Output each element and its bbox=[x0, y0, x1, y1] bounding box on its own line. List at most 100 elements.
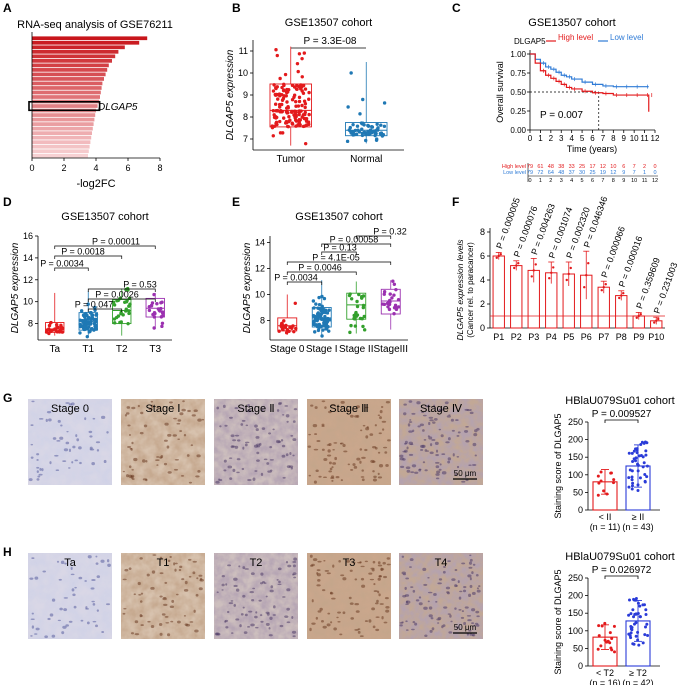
ihc-nucleus bbox=[360, 476, 365, 478]
ihc-nucleus bbox=[172, 434, 178, 437]
data-point bbox=[60, 330, 65, 334]
ihc-nucleus bbox=[170, 620, 174, 623]
data-point bbox=[352, 316, 356, 321]
risk-time: 12 bbox=[652, 178, 658, 184]
comparison-bracket bbox=[54, 255, 123, 259]
ihc-nucleus bbox=[327, 449, 331, 453]
ihc-nucleus bbox=[101, 630, 105, 633]
ihc-nucleus bbox=[460, 616, 465, 619]
ihc-nucleus bbox=[74, 459, 78, 462]
ihc-nucleus bbox=[441, 453, 446, 456]
data-point bbox=[597, 634, 601, 638]
ihc-nucleus bbox=[64, 562, 67, 565]
risk-count-high: 10 bbox=[610, 164, 616, 170]
data-point bbox=[303, 141, 308, 146]
ihc-nucleus bbox=[180, 475, 185, 477]
data-point bbox=[655, 319, 658, 322]
data-point bbox=[282, 116, 286, 120]
ihc-nucleus bbox=[161, 613, 166, 616]
ihc-label: Stage Ⅰ bbox=[145, 403, 180, 415]
ihc-nucleus bbox=[415, 599, 420, 602]
ihc-nucleus bbox=[134, 620, 139, 624]
data-point bbox=[81, 320, 85, 324]
data-point bbox=[87, 325, 91, 329]
ihc-nucleus bbox=[436, 449, 439, 453]
data-point bbox=[50, 328, 55, 332]
ihc-nucleus bbox=[445, 441, 450, 444]
data-point bbox=[160, 321, 165, 326]
data-point bbox=[44, 330, 49, 334]
ihc-nucleus bbox=[372, 478, 377, 482]
ihc-nucleus bbox=[155, 459, 160, 462]
ihc-nucleus bbox=[364, 560, 368, 563]
ihc-nucleus bbox=[233, 577, 238, 581]
ihc-nucleus bbox=[57, 419, 61, 423]
data-point bbox=[382, 302, 387, 307]
y-tick-label: 9 bbox=[243, 90, 248, 100]
data-point bbox=[628, 598, 632, 602]
ihc-nucleus bbox=[447, 560, 451, 562]
ihc-nucleus bbox=[42, 570, 46, 573]
data-point bbox=[583, 286, 586, 289]
y-tick-label: 12 bbox=[255, 264, 265, 274]
ihc-nucleus bbox=[231, 445, 236, 448]
data-point bbox=[596, 647, 600, 651]
x-tick-label: Ta bbox=[49, 344, 60, 355]
ihc-nucleus bbox=[100, 559, 105, 563]
data-point bbox=[302, 99, 307, 103]
ihc-nucleus bbox=[417, 425, 421, 428]
y-tick-label: 100 bbox=[568, 626, 583, 636]
ihc-nucleus bbox=[260, 472, 264, 476]
ihc-nucleus bbox=[316, 584, 321, 587]
data-point bbox=[638, 615, 642, 619]
ihc-nucleus bbox=[424, 469, 428, 472]
ihc-nucleus bbox=[361, 478, 365, 482]
ihc-nucleus bbox=[192, 571, 196, 575]
comparison-bracket bbox=[87, 298, 156, 302]
ihc-nucleus bbox=[130, 632, 134, 635]
data-point bbox=[497, 254, 500, 258]
ihc-nucleus bbox=[354, 602, 360, 606]
ihc-nucleus bbox=[431, 627, 435, 631]
ihc-nucleus bbox=[197, 418, 202, 422]
ihc-nucleus bbox=[173, 562, 176, 566]
ihc-nucleus bbox=[435, 477, 440, 480]
ihc-nucleus bbox=[147, 620, 151, 623]
ihc-nucleus bbox=[57, 619, 62, 622]
data-point bbox=[298, 87, 303, 91]
y-tick-label: 2 bbox=[480, 299, 485, 309]
data-point bbox=[294, 119, 299, 123]
data-point bbox=[313, 316, 318, 320]
ihc-nucleus bbox=[375, 616, 380, 618]
ihc-nucleus bbox=[90, 587, 95, 590]
ihc-nucleus bbox=[466, 615, 472, 617]
ihc-nucleus bbox=[80, 619, 84, 622]
ihc-nucleus bbox=[221, 589, 224, 591]
ihc-nucleus bbox=[338, 559, 341, 563]
ihc-nucleus bbox=[163, 603, 168, 606]
risk-count-high: 7 bbox=[633, 164, 636, 170]
ihc-nucleus bbox=[291, 630, 297, 634]
data-point bbox=[639, 453, 643, 457]
data-point bbox=[125, 298, 129, 303]
data-point bbox=[638, 604, 642, 608]
ihc-nucleus bbox=[150, 586, 155, 590]
data-point bbox=[274, 86, 278, 91]
ihc-nucleus bbox=[356, 405, 360, 409]
data-point bbox=[392, 306, 397, 310]
data-point bbox=[629, 625, 633, 629]
ihc-nucleus bbox=[465, 479, 469, 482]
data-point bbox=[368, 130, 373, 134]
ihc-nucleus bbox=[310, 404, 314, 407]
data-point bbox=[631, 608, 635, 612]
y-tick-label: 50 bbox=[573, 643, 583, 653]
ihc-nucleus bbox=[429, 629, 433, 633]
ihc-nucleus bbox=[131, 441, 134, 445]
y-tick-label: 0 bbox=[480, 323, 485, 333]
data-point bbox=[394, 287, 398, 292]
data-point bbox=[634, 459, 638, 463]
ihc-nucleus bbox=[465, 425, 469, 428]
panel-label-A: A bbox=[3, 1, 12, 15]
ihc-nucleus bbox=[49, 461, 52, 465]
ihc-nucleus bbox=[374, 602, 379, 605]
